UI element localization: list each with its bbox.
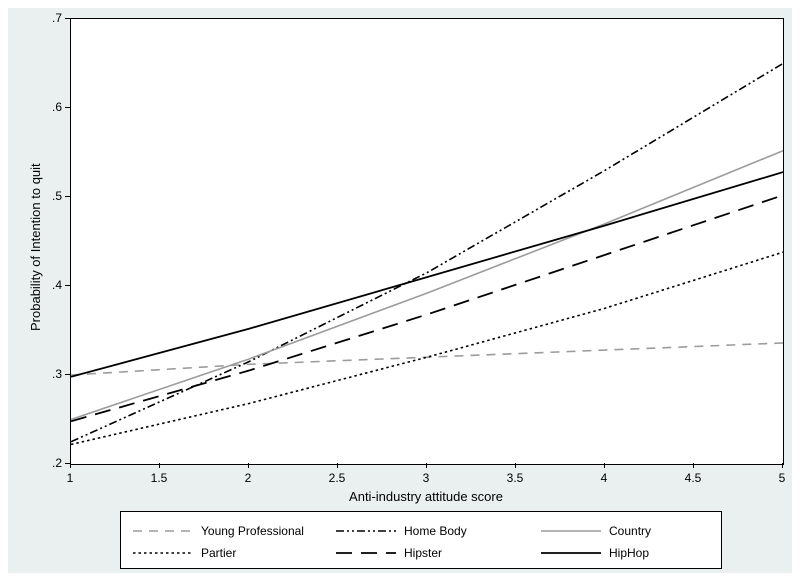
legend-item: Country xyxy=(541,522,651,540)
y-tick-mark xyxy=(65,196,70,197)
x-tick-label: 1 xyxy=(67,471,74,485)
x-tick-mark xyxy=(337,463,338,468)
x-tick-mark xyxy=(159,463,160,468)
x-tick-label: 2 xyxy=(245,471,252,485)
legend-swatch xyxy=(336,544,396,562)
y-axis-label: Probability of Intention to quit xyxy=(28,163,43,331)
x-tick-mark xyxy=(515,463,516,468)
legend-label: HipHop xyxy=(609,546,649,560)
series-line xyxy=(71,195,783,421)
x-tick-mark xyxy=(782,463,783,468)
y-tick-label: .4 xyxy=(40,278,62,292)
y-tick-label: .7 xyxy=(40,11,62,25)
x-tick-mark xyxy=(693,463,694,468)
legend-item: Young Professional xyxy=(133,522,304,540)
x-tick-label: 3 xyxy=(423,471,430,485)
series-line xyxy=(71,172,783,377)
legend-label: Country xyxy=(609,524,651,538)
x-tick-label: 4.5 xyxy=(685,471,702,485)
x-axis-label: Anti-industry attitude score xyxy=(70,489,782,504)
legend-swatch xyxy=(541,522,601,540)
legend-label: Hipster xyxy=(404,546,442,560)
plot-svg xyxy=(71,19,783,464)
series-line xyxy=(71,64,783,442)
x-tick-mark xyxy=(248,463,249,468)
x-tick-mark xyxy=(604,463,605,468)
legend-item: Hipster xyxy=(336,544,442,562)
legend-item: Partier xyxy=(133,544,236,562)
legend-label: Partier xyxy=(201,546,236,560)
legend-swatch xyxy=(541,544,601,562)
x-tick-label: 4 xyxy=(601,471,608,485)
plot-area xyxy=(70,18,784,465)
x-tick-label: 3.5 xyxy=(507,471,524,485)
legend-swatch xyxy=(133,522,193,540)
y-tick-label: .6 xyxy=(40,100,62,114)
x-tick-label: 1.5 xyxy=(151,471,168,485)
y-tick-mark xyxy=(65,107,70,108)
legend-swatch xyxy=(336,522,396,540)
legend-item: Home Body xyxy=(336,522,467,540)
legend-label: Young Professional xyxy=(201,524,304,538)
x-tick-label: 2.5 xyxy=(329,471,346,485)
legend: Young Professional Home Body Country Partie… xyxy=(120,511,722,569)
y-tick-label: .3 xyxy=(40,367,62,381)
legend-item: HipHop xyxy=(541,544,649,562)
legend-swatch xyxy=(133,544,193,562)
y-tick-label: .5 xyxy=(40,189,62,203)
y-tick-mark xyxy=(65,18,70,19)
x-tick-mark xyxy=(426,463,427,468)
x-tick-mark xyxy=(70,463,71,468)
chart-figure: .2 .3 .4 .5 .6 .7 1 1.5 2 2.5 3 3.5 4 4.5 5 Probabili… xyxy=(0,0,800,581)
y-tick-label: .2 xyxy=(40,456,62,470)
y-tick-mark xyxy=(65,374,70,375)
series-line xyxy=(71,151,783,420)
legend-label: Home Body xyxy=(404,524,467,538)
x-tick-label: 5 xyxy=(779,471,786,485)
y-tick-mark xyxy=(65,285,70,286)
